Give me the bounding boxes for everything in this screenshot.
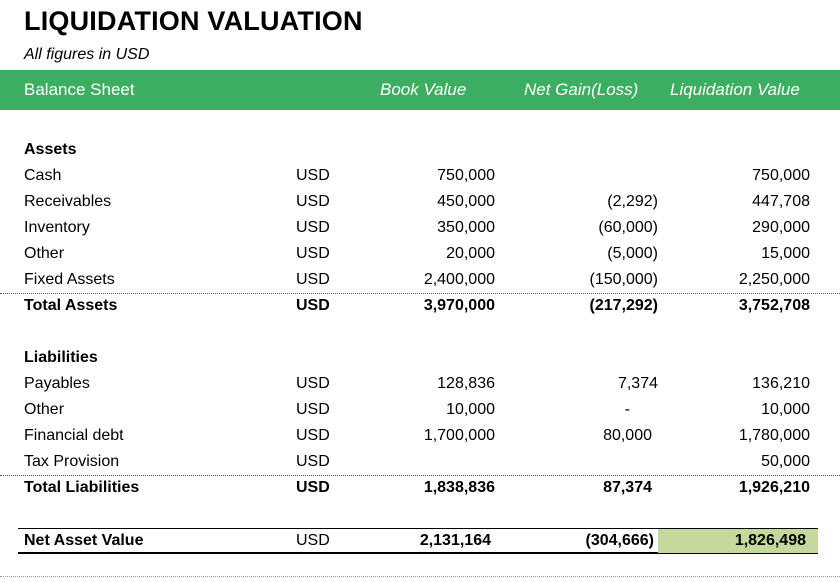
row-currency: USD bbox=[296, 193, 330, 210]
row-net-gain: (150,000) bbox=[589, 271, 659, 288]
total-book-value: 1,838,836 bbox=[423, 479, 495, 496]
footer-divider bbox=[0, 576, 840, 577]
row-label: Payables bbox=[24, 375, 90, 392]
row-label: Fixed Assets bbox=[24, 271, 115, 288]
total-currency: USD bbox=[296, 479, 330, 496]
row-liquidation-value: 15,000 bbox=[761, 245, 810, 262]
row-currency: USD bbox=[296, 375, 330, 392]
total-assets-row: Total Assets USD 3,970,000 (217,292) 3,7… bbox=[0, 294, 840, 320]
row-currency: USD bbox=[296, 271, 330, 288]
liquidation-value-highlight bbox=[658, 529, 818, 553]
row-book-value: 10,000 bbox=[446, 401, 495, 418]
spacer bbox=[0, 502, 840, 528]
row-label: Cash bbox=[24, 167, 62, 184]
nav-book-value: 2,131,164 bbox=[419, 532, 491, 549]
nav-label: Net Asset Value bbox=[24, 532, 144, 549]
table-row: Payables USD 128,836 7,374 136,210 bbox=[0, 372, 840, 398]
table-row: Receivables USD 450,000 (2,292) 447,708 bbox=[0, 190, 840, 216]
row-net-gain: 80,000 bbox=[603, 427, 652, 444]
total-book-value: 3,970,000 bbox=[423, 297, 495, 314]
row-net-gain: (2,292) bbox=[607, 193, 658, 210]
table-row: Fixed Assets USD 2,400,000 (150,000) 2,2… bbox=[0, 268, 840, 294]
row-label: Tax Provision bbox=[24, 453, 120, 470]
row-liquidation-value: 447,708 bbox=[752, 193, 810, 210]
row-liquidation-value: 1,780,000 bbox=[738, 427, 810, 444]
row-label: Financial debt bbox=[24, 427, 124, 444]
total-net-gain: (217,292) bbox=[589, 297, 659, 314]
liabilities-heading: Liabilities bbox=[24, 349, 98, 366]
row-liquidation-value: 750,000 bbox=[752, 167, 810, 184]
table-row: Financial debt USD 1,700,000 80,000 1,78… bbox=[0, 424, 840, 450]
spacer bbox=[0, 320, 840, 346]
assets-heading: Assets bbox=[24, 141, 77, 158]
table-row: Tax Provision USD 50,000 bbox=[0, 450, 840, 476]
row-liquidation-value: 50,000 bbox=[761, 453, 810, 470]
header-net-gain-loss: Net Gain(Loss) bbox=[524, 80, 639, 99]
page-title: LIQUIDATION VALUATION bbox=[24, 6, 363, 36]
row-liquidation-value: 290,000 bbox=[752, 219, 810, 236]
row-currency: USD bbox=[296, 427, 330, 444]
row-net-gain: (60,000) bbox=[598, 219, 658, 236]
row-book-value: 128,836 bbox=[437, 375, 495, 392]
page-subtitle: All figures in USD bbox=[24, 46, 150, 63]
row-book-value: 450,000 bbox=[437, 193, 495, 210]
header-book-value: Book Value bbox=[380, 80, 467, 99]
table-row: Other USD 20,000 (5,000) 15,000 bbox=[0, 242, 840, 268]
liabilities-heading-row: Liabilities bbox=[0, 346, 840, 372]
header-liquidation-value: Liquidation Value bbox=[670, 80, 800, 99]
nav-currency: USD bbox=[296, 532, 330, 549]
row-book-value: 350,000 bbox=[437, 219, 495, 236]
row-currency: USD bbox=[296, 167, 330, 184]
row-book-value: 1,700,000 bbox=[423, 427, 495, 444]
row-currency: USD bbox=[296, 453, 330, 470]
total-currency: USD bbox=[296, 297, 330, 314]
balance-sheet-table: Assets Cash USD 750,000 750,000 Receivab… bbox=[0, 138, 840, 554]
net-asset-value-row: Net Asset Value USD 2,131,164 (304,666) … bbox=[18, 528, 818, 554]
row-currency: USD bbox=[296, 245, 330, 262]
row-currency: USD bbox=[296, 219, 330, 236]
total-label: Total Assets bbox=[24, 297, 118, 314]
row-liquidation-value: 10,000 bbox=[761, 401, 810, 418]
header-balance-sheet: Balance Sheet bbox=[24, 80, 135, 99]
row-label: Other bbox=[24, 401, 65, 418]
table-header: Balance Sheet Book Value Net Gain(Loss) … bbox=[0, 70, 840, 110]
total-liquidation-value: 1,926,210 bbox=[738, 479, 810, 496]
row-liquidation-value: 2,250,000 bbox=[738, 271, 810, 288]
total-label: Total Liabilities bbox=[24, 479, 140, 496]
row-net-gain: 7,374 bbox=[617, 375, 658, 392]
row-book-value: 2,400,000 bbox=[423, 271, 495, 288]
row-net-gain: (5,000) bbox=[607, 245, 658, 262]
row-label: Receivables bbox=[24, 193, 112, 210]
total-liquidation-value: 3,752,708 bbox=[738, 297, 810, 314]
table-row: Cash USD 750,000 750,000 bbox=[0, 164, 840, 190]
row-book-value: 750,000 bbox=[437, 167, 495, 184]
assets-heading-row: Assets bbox=[0, 138, 840, 164]
row-currency: USD bbox=[296, 401, 330, 418]
row-liquidation-value: 136,210 bbox=[752, 375, 810, 392]
nav-liquidation-value: 1,826,498 bbox=[734, 532, 806, 549]
nav-net-gain: (304,666) bbox=[585, 532, 655, 549]
total-liabilities-row: Total Liabilities USD 1,838,836 87,374 1… bbox=[0, 476, 840, 502]
table-row: Inventory USD 350,000 (60,000) 290,000 bbox=[0, 216, 840, 242]
total-net-gain: 87,374 bbox=[603, 479, 652, 496]
row-label: Inventory bbox=[24, 219, 90, 236]
table-row: Other USD 10,000 - 10,000 bbox=[0, 398, 840, 424]
row-net-gain: - bbox=[624, 401, 630, 418]
row-book-value: 20,000 bbox=[446, 245, 495, 262]
row-label: Other bbox=[24, 245, 65, 262]
